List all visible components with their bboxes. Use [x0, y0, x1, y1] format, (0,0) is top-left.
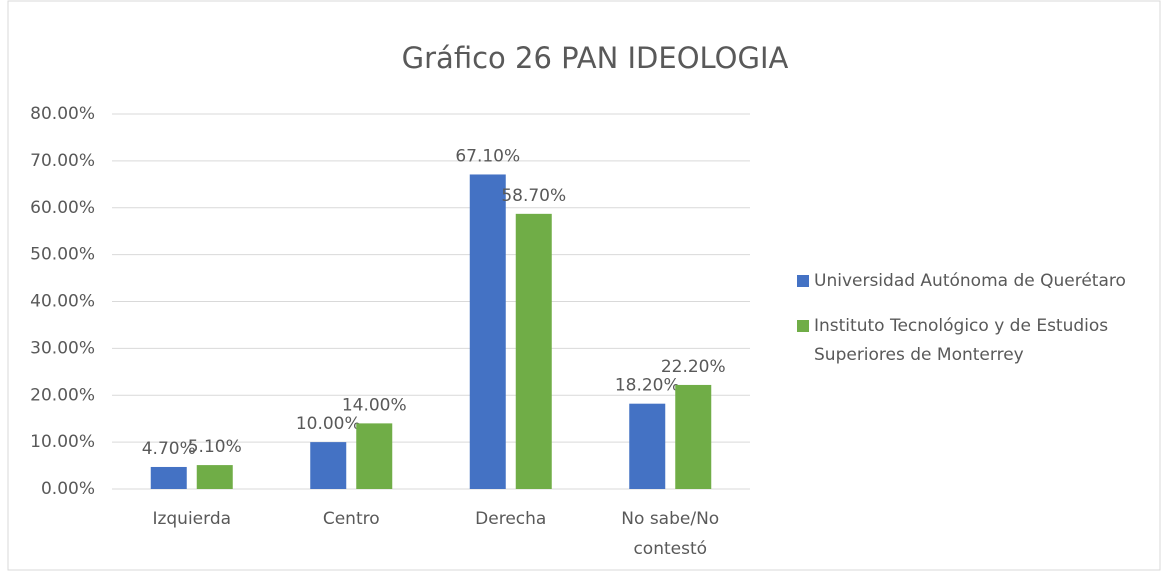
bar: [356, 423, 393, 489]
bar: [629, 403, 666, 489]
legend-label: Instituto Tecnológico y de Estudios Super…: [814, 316, 1108, 365]
y-tick-label: 10.00%: [30, 432, 95, 452]
y-tick-label: 0.00%: [41, 479, 95, 499]
bar: [196, 465, 233, 489]
x-tick-label: No sabe/No contestó: [621, 509, 719, 559]
bar: [515, 213, 552, 489]
data-label: 10.00%: [296, 414, 361, 434]
x-tick-label: Derecha: [475, 509, 546, 529]
y-tick-label: 40.00%: [30, 292, 95, 312]
data-label: 14.00%: [342, 395, 407, 415]
data-label: 5.10%: [188, 437, 242, 457]
chart-title: Gráfico 26 PAN IDEOLOGIA: [402, 41, 789, 75]
data-label: 67.10%: [455, 146, 520, 166]
x-tick-label: Izquierda: [152, 509, 231, 529]
legend-swatch: [797, 275, 809, 287]
y-tick-label: 60.00%: [30, 198, 95, 218]
data-label: 58.70%: [501, 186, 566, 206]
y-tick-label: 20.00%: [30, 385, 95, 405]
data-label: 4.70%: [142, 439, 196, 459]
y-tick-label: 70.00%: [30, 151, 95, 171]
data-label: 18.20%: [615, 376, 680, 396]
x-tick-label: Centro: [323, 509, 380, 529]
y-tick-label: 50.00%: [30, 245, 95, 265]
y-tick-label: 30.00%: [30, 338, 95, 358]
bar: [310, 442, 347, 489]
bar: [675, 384, 712, 489]
legend-label: Universidad Autónoma de Querétaro: [814, 271, 1126, 291]
y-tick-label: 80.00%: [30, 104, 95, 124]
bar: [150, 466, 187, 489]
data-label: 22.20%: [661, 357, 726, 377]
bar: [469, 174, 506, 489]
legend-swatch: [797, 320, 809, 332]
